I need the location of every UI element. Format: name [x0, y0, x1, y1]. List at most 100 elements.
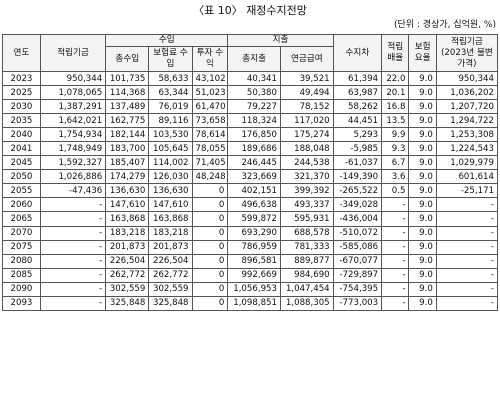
cell-reserve: -: [39, 295, 107, 311]
cell-reserve: -: [39, 211, 107, 227]
cell-balance: 63,987: [332, 85, 383, 101]
cell-reserve: 1,754,934: [39, 127, 107, 143]
cell-expense-total: 992,669: [227, 267, 281, 283]
cell-reserve-2023: -25,171: [435, 183, 499, 199]
cell-reserve-2023: -: [435, 239, 499, 255]
cell-reserve-ratio: 20.1: [381, 85, 410, 101]
cell-reserve-ratio: -: [381, 197, 410, 213]
cell-income-total: 147,610: [105, 197, 150, 213]
unit-note: (단위 : 경상가, 십억원, %): [393, 20, 496, 30]
cell-premium-income: 89,116: [148, 113, 193, 129]
cell-pension-payment: 49,494: [279, 85, 334, 101]
cell-reserve-ratio: -: [381, 239, 410, 255]
cell-balance: -754,395: [332, 281, 383, 297]
cell-reserve: 1,078,065: [39, 85, 107, 101]
cell-pension-payment: 399,392: [279, 183, 334, 199]
cell-balance: -510,072: [332, 225, 383, 241]
cell-balance: -585,086: [332, 239, 383, 255]
cell-year: 2070: [2, 225, 41, 241]
cell-investment-income: 0: [191, 211, 229, 227]
cell-premium-rate: 9.0: [408, 155, 437, 171]
table-row: 2030 1,387,291 137,489 76,019 61,470 79,227 78…: [2, 99, 499, 115]
table-row: 2080-226,504 226,504 0 896,581 889,877 -670,0…: [2, 253, 499, 269]
cell-premium-income: 302,559: [148, 281, 193, 297]
table-title: 〈표 10〉 재정수지전망: [193, 4, 307, 17]
cell-reserve-ratio: 3.6: [381, 169, 410, 185]
cell-premium-rate: 9.0: [408, 197, 437, 213]
cell-premium-rate: 9.0: [408, 253, 437, 269]
cell-investment-income: 0: [191, 225, 229, 241]
cell-reserve-2023: 1,029,979: [435, 155, 499, 171]
cell-year: 2025: [2, 85, 41, 101]
cell-year: 2035: [2, 113, 41, 129]
cell-reserve: -: [39, 239, 107, 255]
table-row: 2093-325,848 325,848 0 1,098,851 1,088,305 -7…: [2, 295, 499, 311]
cell-balance: -773,003: [332, 295, 383, 311]
cell-income-total: 183,218: [105, 225, 150, 241]
header-reserve-2023: 적립기금 (2023년 불변가격): [435, 34, 499, 72]
cell-premium-rate: 9.0: [408, 85, 437, 101]
cell-income-total: 201,873: [105, 239, 150, 255]
header-income-group: 수입: [105, 34, 229, 47]
table-row: 2035 1,642,021 162,775 89,116 73,658 118,324 1…: [2, 113, 499, 129]
cell-reserve-ratio: 6.7: [381, 155, 410, 171]
cell-premium-rate: 9.0: [408, 127, 437, 143]
cell-pension-payment: 595,931: [279, 211, 334, 227]
cell-premium-rate: 9.0: [408, 295, 437, 311]
cell-pension-payment: 321,370: [279, 169, 334, 185]
cell-premium-rate: 9.0: [408, 225, 437, 241]
cell-reserve: -: [39, 253, 107, 269]
cell-year: 2085: [2, 267, 41, 283]
cell-year: 2040: [2, 127, 41, 143]
cell-pension-payment: 889,877: [279, 253, 334, 269]
cell-investment-income: 43,102: [191, 70, 229, 87]
cell-expense-total: 189,686: [227, 141, 281, 157]
cell-pension-payment: 781,333: [279, 239, 334, 255]
cell-reserve-2023: 1,036,202: [435, 85, 499, 101]
cell-income-total: 162,775: [105, 113, 150, 129]
cell-expense-total: 599,872: [227, 211, 281, 227]
cell-pension-payment: 175,274: [279, 127, 334, 143]
cell-reserve: -: [39, 267, 107, 283]
cell-premium-rate: 9.0: [408, 99, 437, 115]
cell-premium-income: 136,630: [148, 183, 193, 199]
cell-reserve-ratio: 16.8: [381, 99, 410, 115]
cell-investment-income: 0: [191, 253, 229, 269]
cell-reserve-2023: 1,294,722: [435, 113, 499, 129]
cell-expense-total: 50,380: [227, 85, 281, 101]
cell-premium-rate: 9.0: [408, 281, 437, 297]
cell-premium-income: 325,848: [148, 295, 193, 311]
cell-reserve-2023: -: [435, 225, 499, 241]
cell-year: 2045: [2, 155, 41, 171]
cell-reserve-2023: 601,614: [435, 169, 499, 185]
cell-year: 2055: [2, 183, 41, 199]
header-expense-group: 지출: [227, 34, 334, 47]
cell-expense-total: 246,445: [227, 155, 281, 171]
cell-reserve-2023: -: [435, 197, 499, 213]
cell-investment-income: 0: [191, 197, 229, 213]
cell-balance: -349,028: [332, 197, 383, 213]
table-row: 2023 950,344 101,735 58,633 43,102 40,341 39,5…: [2, 70, 499, 87]
cell-reserve-2023: -: [435, 281, 499, 297]
cell-balance: -61,037: [332, 155, 383, 171]
cell-reserve: 1,748,949: [39, 141, 107, 157]
cell-expense-total: 323,669: [227, 169, 281, 185]
cell-reserve-ratio: -: [381, 295, 410, 311]
cell-premium-income: 226,504: [148, 253, 193, 269]
cell-income-total: 163,868: [105, 211, 150, 227]
cell-premium-income: 201,873: [148, 239, 193, 255]
cell-expense-total: 118,324: [227, 113, 281, 129]
cell-income-total: 183,700: [105, 141, 150, 157]
cell-reserve-ratio: 9.9: [381, 127, 410, 143]
cell-balance: -149,390: [332, 169, 383, 185]
cell-year: 2093: [2, 295, 41, 311]
header-year: 연도: [2, 34, 41, 72]
cell-investment-income: 0: [191, 239, 229, 255]
cell-balance: -729,897: [332, 267, 383, 283]
table-row: 2085-262,772 262,772 0 992,669 984,690 -729,8…: [2, 267, 499, 283]
cell-balance: 61,394: [332, 70, 383, 87]
cell-reserve-2023: 1,207,720: [435, 99, 499, 115]
cell-investment-income: 71,405: [191, 155, 229, 171]
cell-income-total: 185,407: [105, 155, 150, 171]
cell-premium-income: 183,218: [148, 225, 193, 241]
